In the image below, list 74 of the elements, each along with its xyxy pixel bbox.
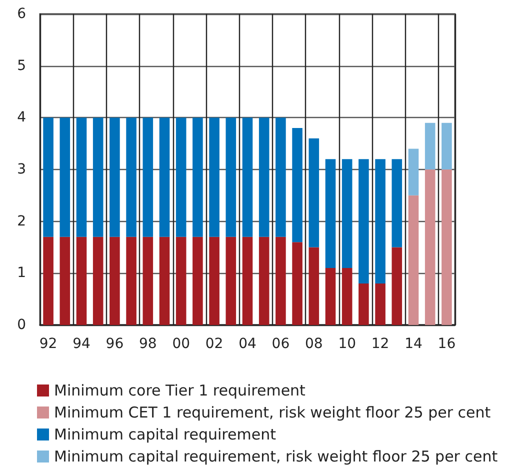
y-tick-label: 3: [17, 162, 26, 178]
bar: [424, 122, 436, 170]
bar: [442, 170, 452, 325]
legend-label: Minimum CET 1 requirement, risk weight floor 25 per cent: [54, 404, 491, 422]
bar: [110, 118, 120, 237]
bar: [408, 195, 419, 325]
bar: [159, 236, 170, 325]
bar: [276, 118, 286, 237]
bar: [209, 236, 220, 325]
bar: [126, 236, 136, 325]
bar: [325, 268, 336, 325]
bar: [92, 118, 104, 237]
bar: [325, 159, 336, 268]
x-tick-label: 96: [106, 336, 124, 352]
bar: [226, 118, 236, 237]
x-tick-label: 04: [238, 336, 256, 352]
bar: [43, 118, 54, 237]
bar: [209, 118, 220, 237]
bar: [60, 118, 70, 237]
legend-label: Minimum core Tier 1 requirement: [54, 382, 306, 400]
bar: [159, 118, 170, 237]
y-tick-label: 1: [17, 265, 26, 282]
legend-label: Minimum capital requirement: [54, 426, 276, 444]
x-tick-label: 08: [304, 336, 323, 352]
bar: [110, 236, 120, 325]
bar: [176, 118, 186, 237]
bar: [392, 247, 402, 325]
bar: [392, 159, 402, 248]
bar: [375, 159, 386, 284]
bar: [43, 236, 54, 325]
bar: [92, 236, 104, 325]
bar: [358, 284, 369, 325]
bar: [242, 118, 253, 237]
bar: [192, 118, 203, 237]
x-tick-label: 02: [205, 336, 224, 352]
y-tick-label: 0: [17, 317, 26, 333]
bar: [76, 236, 87, 325]
bar: [258, 236, 270, 325]
bar: [442, 122, 452, 170]
bar: [292, 128, 302, 242]
bar: [408, 148, 419, 196]
bar: [342, 268, 352, 325]
legend-label: Minimum capital requirement, risk weight floor 25 per cent: [54, 448, 498, 466]
bar: [226, 236, 236, 325]
x-tick-label: 16: [438, 336, 456, 352]
x-tick-label: 14: [404, 336, 422, 352]
bar: [358, 159, 369, 284]
bar: [142, 236, 154, 325]
bar: [276, 236, 286, 325]
y-tick-label: 4: [17, 110, 26, 126]
y-tick-label: 5: [17, 58, 26, 74]
bar: [258, 118, 270, 237]
x-tick-label: 06: [272, 336, 290, 352]
bar: [342, 159, 352, 268]
x-tick-label: 00: [172, 336, 190, 352]
bar: [308, 247, 320, 325]
bar: [308, 138, 320, 248]
x-tick-label: 12: [371, 336, 390, 352]
bar: [126, 118, 136, 237]
bar: [76, 118, 87, 237]
x-tick-label: 92: [39, 336, 58, 352]
bar: [60, 236, 70, 325]
y-tick-label: 2: [17, 213, 26, 230]
bar: [375, 284, 386, 325]
bar: [176, 236, 186, 325]
bar: [142, 118, 154, 237]
bar: [242, 236, 253, 325]
x-tick-label: 10: [338, 336, 356, 352]
x-tick-label: 98: [138, 336, 157, 352]
bar: [192, 236, 203, 325]
y-tick-label: 6: [17, 6, 26, 22]
bar: [292, 242, 302, 325]
bar: [424, 170, 436, 325]
x-tick-label: 94: [72, 336, 90, 352]
